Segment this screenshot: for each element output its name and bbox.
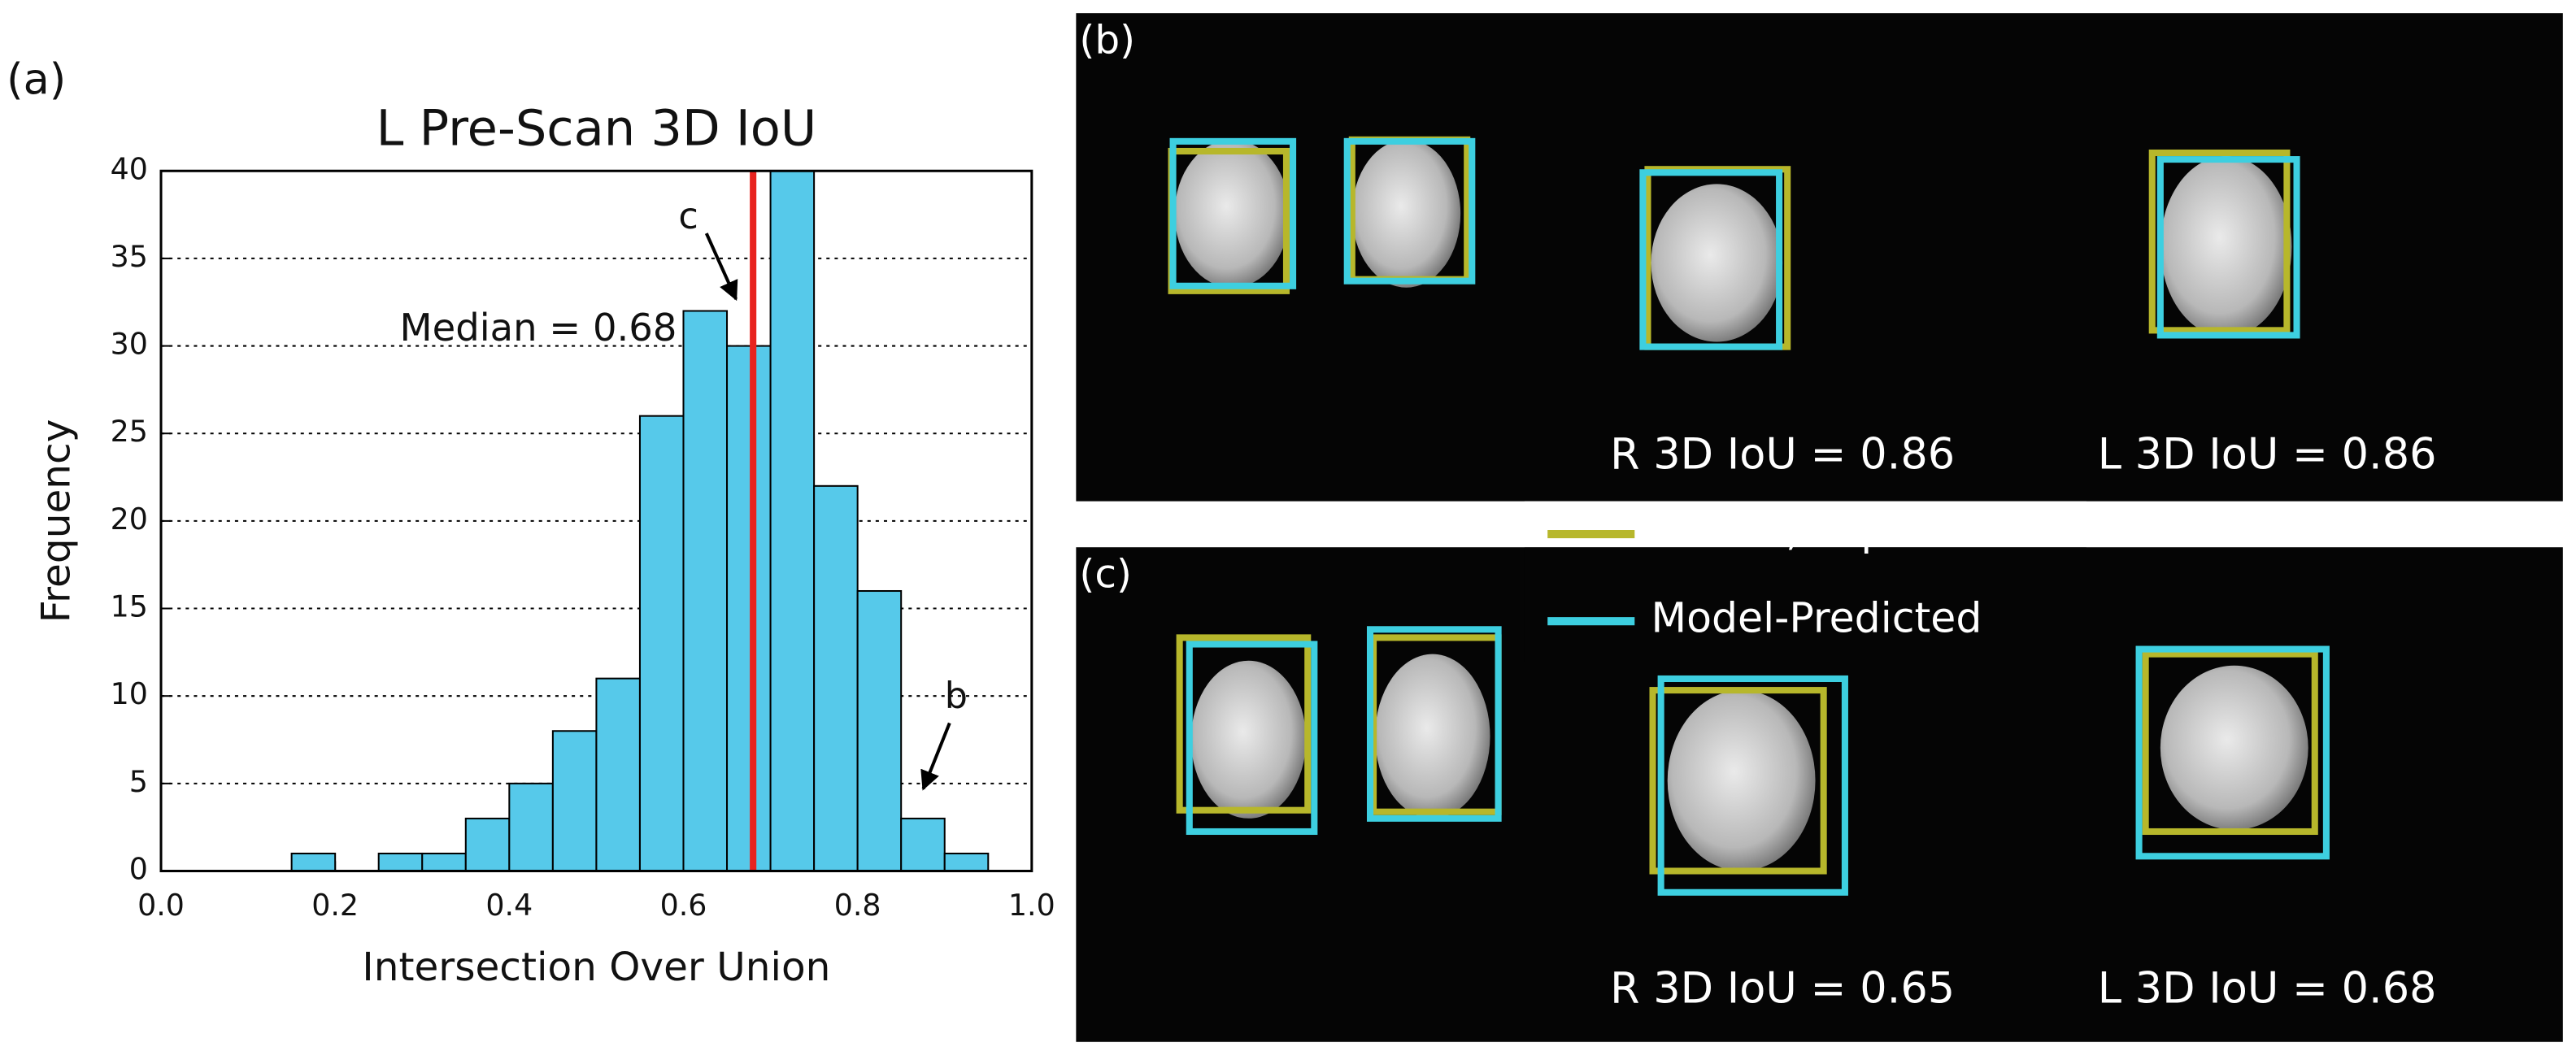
legend-label: Model-Predicted — [1651, 594, 1982, 642]
x-axis-label: Intersection Over Union — [362, 945, 830, 990]
annotation-arrow — [704, 232, 738, 302]
bar — [421, 852, 467, 872]
x-tick-label: 0.4 — [485, 888, 533, 923]
y-tick-label: 10 — [111, 676, 148, 711]
panel-label: (c) — [1079, 552, 1131, 597]
bar — [856, 589, 903, 872]
y-tick-label: 40 — [111, 151, 148, 186]
y-tick-label: 0 — [129, 851, 148, 886]
chart-title: L Pre-Scan 3D IoU — [376, 100, 817, 157]
legend-label: Offline, expert user — [1651, 507, 2048, 555]
bar — [464, 817, 511, 872]
median-label: Median = 0.68 — [400, 306, 677, 350]
bounding-box — [1169, 137, 1297, 289]
bounding-box — [1649, 687, 1827, 875]
tissue — [1651, 184, 1783, 342]
y-tick-label: 20 — [111, 502, 148, 537]
bar — [508, 782, 554, 872]
image-panel — [1076, 13, 2563, 502]
iou-caption: R 3D IoU = 0.65 — [1610, 964, 1955, 1014]
plot-area: 0 5 10 15 20 25 30 35 40 0.0 0.2 0.4 0.6 0.8 1.0 Median… — [111, 151, 1055, 923]
bounding-box — [2135, 645, 2330, 860]
plot-frame — [159, 169, 1033, 873]
bar — [290, 852, 337, 872]
x-tick-label: 0.8 — [834, 888, 881, 923]
bounding-box — [1366, 626, 1502, 822]
annotation: c — [678, 196, 698, 237]
legend-bg — [1524, 547, 2086, 662]
x-tick-label: 0.2 — [311, 888, 359, 923]
bounding-box — [1639, 169, 1783, 350]
bounding-box — [1343, 137, 1476, 285]
bar — [638, 415, 685, 872]
x-tick-label: 0.6 — [660, 888, 707, 923]
bar — [682, 310, 729, 872]
y-axis-label: Frequency — [34, 419, 80, 623]
gap — [1524, 501, 2086, 548]
bar — [900, 817, 946, 872]
bar — [769, 170, 816, 872]
annotation: b — [945, 676, 968, 717]
bounding-box — [1657, 675, 1848, 896]
tissue — [1375, 654, 1490, 819]
bounding-box — [2148, 149, 2291, 334]
bar — [595, 677, 641, 872]
annotation-arrow — [920, 722, 951, 791]
y-tick-label: 25 — [111, 414, 148, 449]
bar — [726, 345, 772, 872]
image-panels: (b) R 3D IoU = 0.86 L 3D IoU = 0.86 (c) R 3D… — [1076, 13, 2563, 1042]
figure-label: (a) — [7, 55, 66, 105]
bar — [943, 852, 990, 872]
x-tick-label: 0.0 — [137, 888, 185, 923]
tissue — [1351, 139, 1461, 288]
tissue — [1190, 660, 1307, 819]
y-tick-label: 30 — [111, 327, 148, 362]
bounding-box — [2142, 650, 2318, 836]
panel-label: (b) — [1079, 18, 1135, 63]
tissue — [2160, 156, 2292, 337]
y-tick-label: 5 — [129, 764, 148, 799]
tissue — [1667, 690, 1816, 871]
iou-caption: L 3D IoU = 0.68 — [2098, 964, 2437, 1014]
bar — [377, 852, 424, 872]
y-tick-label: 35 — [111, 239, 148, 274]
bounding-box — [1186, 641, 1318, 836]
tissue — [2160, 665, 2308, 830]
bar — [813, 484, 859, 872]
x-tick-label: 1.0 — [1008, 888, 1055, 923]
bounding-box — [2156, 156, 2300, 339]
tissue — [1174, 139, 1290, 288]
iou-caption: L 3D IoU = 0.86 — [2098, 430, 2437, 480]
y-tick-label: 15 — [111, 589, 148, 624]
bounding-box — [1176, 634, 1312, 814]
iou-caption: R 3D IoU = 0.86 — [1610, 430, 1955, 480]
bar — [551, 730, 598, 872]
